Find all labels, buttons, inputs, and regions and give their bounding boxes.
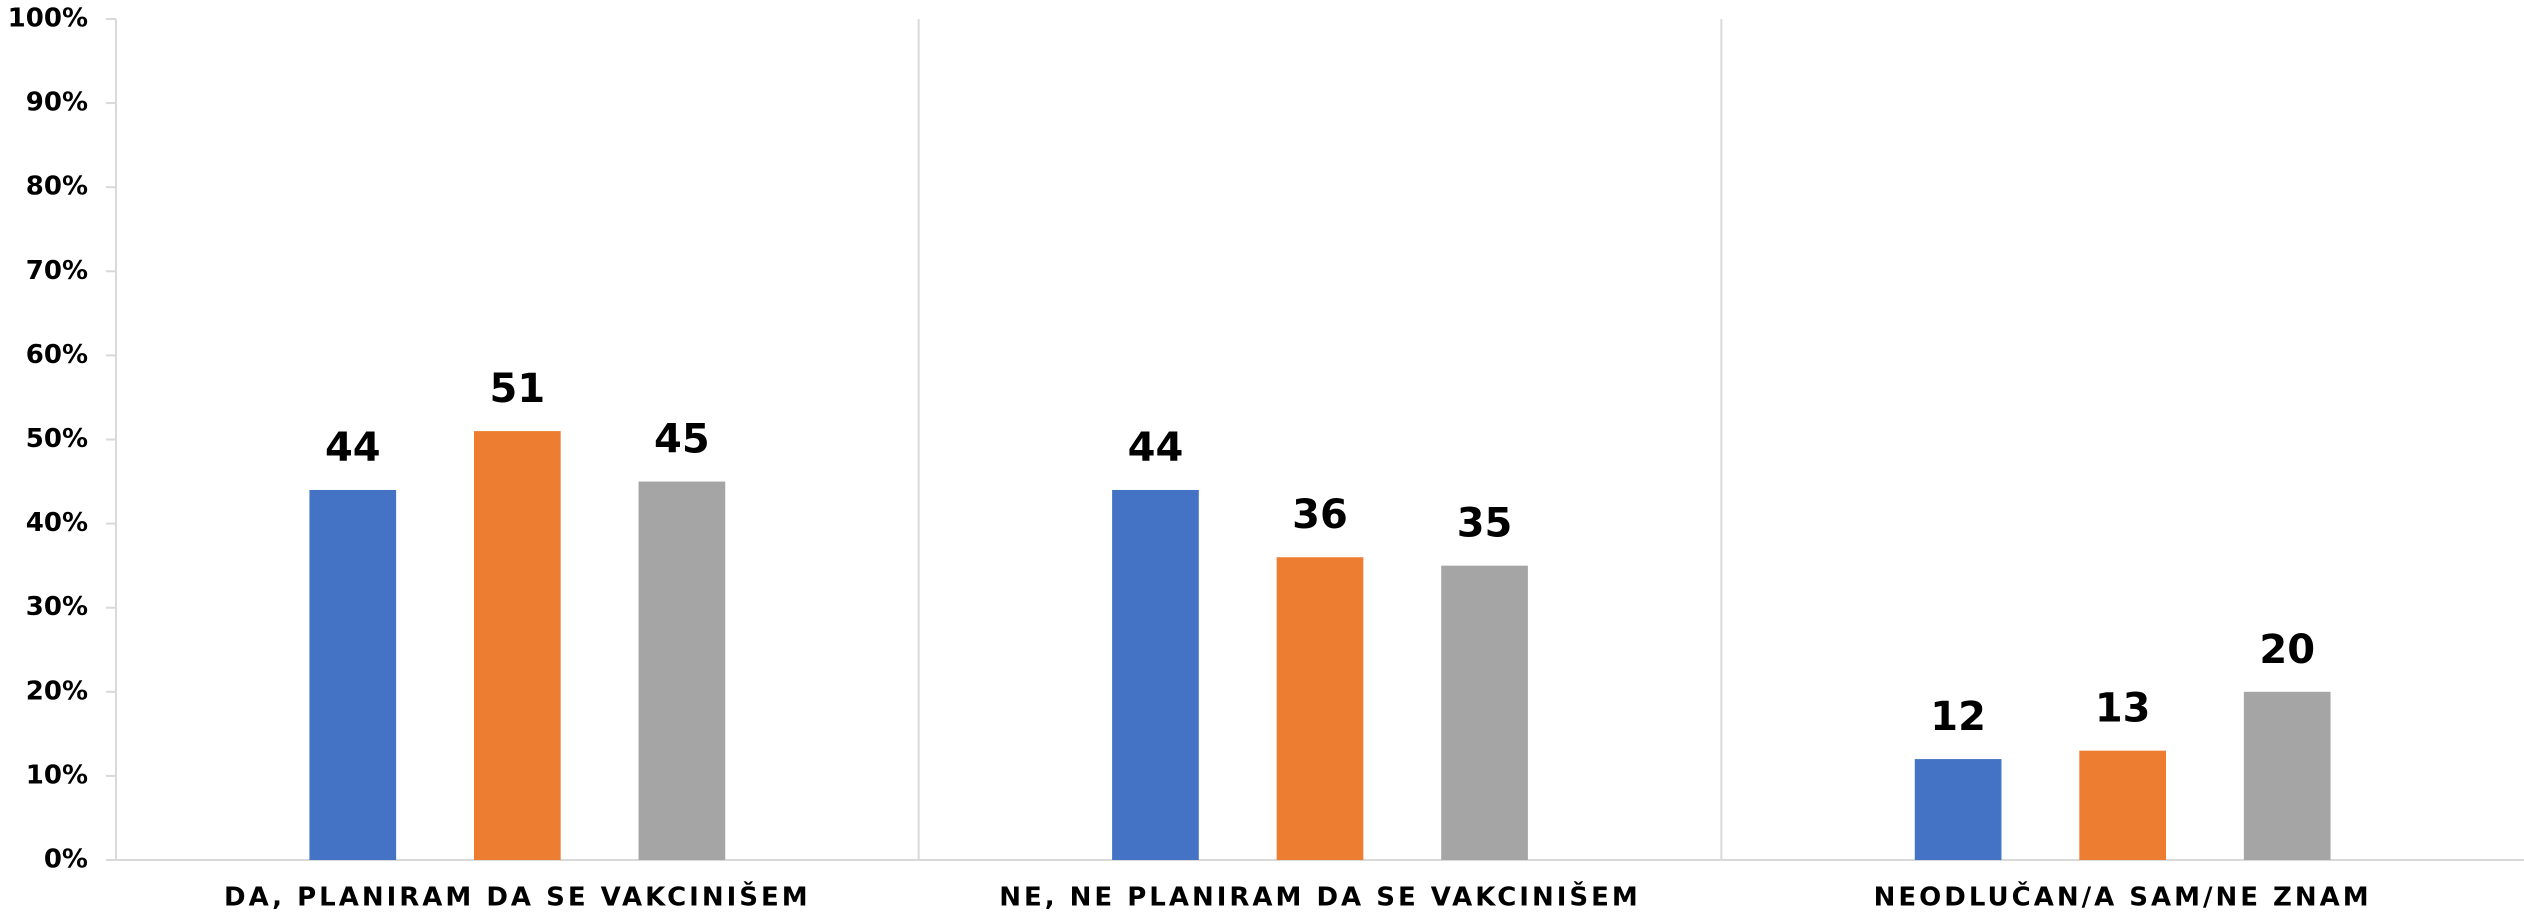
y-tick-label: 80% <box>26 172 88 202</box>
data-label: 44 <box>1128 425 1184 471</box>
y-tick-label: 20% <box>26 676 88 706</box>
data-label: 44 <box>325 425 381 471</box>
y-tick-label: 0% <box>44 845 88 875</box>
y-tick-label: 30% <box>26 592 88 622</box>
data-label: 51 <box>489 366 545 412</box>
y-tick-label: 70% <box>26 256 88 286</box>
bar <box>473 431 561 860</box>
bar <box>2079 750 2167 860</box>
bar <box>309 489 397 860</box>
y-tick-label: 50% <box>26 424 88 454</box>
data-label: 20 <box>2259 627 2315 673</box>
x-tick-label: NEODLUČAN/A SAM/NE ZNAM <box>1874 881 2372 913</box>
bar <box>1441 565 1528 860</box>
bar <box>1914 759 2002 860</box>
y-tick-label: 60% <box>26 340 88 370</box>
x-tick-label: NE, NE PLANIRAM DA SE VAKCINIŠEM <box>999 881 1641 913</box>
data-label: 13 <box>2095 686 2151 732</box>
data-label: 35 <box>1457 501 1513 547</box>
data-label: 36 <box>1292 492 1348 538</box>
y-tick-label: 40% <box>26 508 88 538</box>
x-tick-label: DA, PLANIRAM DA SE VAKCINIŠEM <box>224 881 811 913</box>
bar <box>1276 557 1364 860</box>
bar <box>1112 489 1199 860</box>
bar <box>638 481 726 860</box>
data-label: 12 <box>1930 694 1986 740</box>
y-tick-label: 10% <box>26 760 88 790</box>
y-tick-label: 100% <box>8 4 88 34</box>
data-label: 45 <box>654 417 710 463</box>
bar <box>2243 691 2331 860</box>
y-tick-label: 90% <box>26 88 88 118</box>
